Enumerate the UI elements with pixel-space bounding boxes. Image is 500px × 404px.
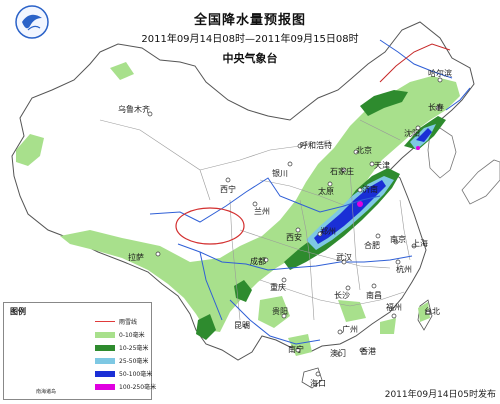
- city-label-xining: 西宁: [220, 185, 236, 194]
- rain-0-10mm-areas: [16, 62, 460, 356]
- city-label-fuzhou: 福州: [386, 303, 402, 312]
- city-label-xian: 西安: [286, 233, 302, 242]
- legend-swatch: [95, 344, 115, 351]
- city-label-changchun: 长春: [428, 103, 444, 112]
- city-label-tianjin: 天津: [374, 161, 390, 170]
- city-label-shanghai: 上海: [412, 239, 428, 248]
- legend-swatch: [95, 357, 115, 364]
- rain-100-250mm-areas: [357, 146, 420, 207]
- city-label-taibei: 台北: [424, 307, 440, 316]
- legend-label: 50-100毫米: [119, 371, 153, 378]
- city-label-lasa: 拉萨: [128, 253, 144, 262]
- city-label-zhengzhou: 郑州: [320, 227, 336, 236]
- legend-panel: 图例 雨雪线 0-10毫米 10-25毫米 25-50毫米 50-100毫米 1…: [3, 302, 156, 400]
- legend-label: 25-50毫米: [119, 358, 149, 365]
- legend-label: 雨雪线: [119, 319, 138, 326]
- legend-swatch: [95, 370, 115, 377]
- rain-snow-line: [175, 207, 245, 245]
- city-label-chengdu: 成都: [250, 257, 266, 266]
- legend-swatch-line: [95, 321, 115, 322]
- legend-label: 100-250毫米: [119, 384, 157, 391]
- legend-swatch: [95, 383, 115, 390]
- city-label-haikou: 海口: [310, 379, 326, 388]
- city-label-chongqing: 重庆: [270, 283, 286, 292]
- city-label-haerbin: 哈尔滨: [428, 69, 452, 78]
- city-label-nanchang: 南昌: [366, 291, 382, 300]
- city-label-nanjing: 南京: [390, 235, 406, 244]
- korea-peninsula: [427, 127, 457, 179]
- issued-time: 2011年09月14日05时发布: [384, 390, 496, 400]
- province-borders: [99, 119, 411, 321]
- legend-item-10-25mm: 10-25毫米: [95, 343, 148, 352]
- cma-logo: [15, 5, 49, 39]
- legend-item-rain-snow-line: 雨雪线: [95, 317, 137, 326]
- inset-caption: 南海诸岛: [36, 389, 57, 395]
- city-label-wuhan: 武汉: [336, 253, 352, 262]
- city-label-nanning: 南宁: [288, 345, 304, 354]
- city-label-changsha: 长沙: [334, 291, 350, 300]
- legend-item-100-250mm: 100-250毫米: [95, 382, 156, 391]
- city-label-jinan: 济南: [362, 185, 378, 194]
- legend-item-25-50mm: 25-50毫米: [95, 356, 148, 365]
- city-label-hangzhou: 杭州: [396, 265, 412, 274]
- legend-item-0-10mm: 0-10毫米: [95, 330, 145, 339]
- rain-50-100mm-areas: [314, 128, 432, 244]
- city-label-guangzhou: 广州: [342, 325, 358, 334]
- city-label-aomen: 澳门: [330, 349, 346, 358]
- city-label-hefei: 合肥: [364, 241, 380, 250]
- legend-title: 图例: [10, 307, 26, 316]
- legend-label: 0-10毫米: [119, 332, 145, 339]
- city-label-yinchuan: 银川: [272, 169, 288, 178]
- legend-swatch: [95, 331, 115, 338]
- city-label-lanzhou: 兰州: [254, 207, 270, 216]
- city-label-huhehaote: 呼和浩特: [300, 141, 332, 150]
- city-label-shijiazhuang: 石家庄: [330, 167, 354, 176]
- japan-island: [461, 159, 500, 205]
- northeast-border-line: [379, 43, 451, 83]
- city-label-taiyuan: 太原: [318, 187, 334, 196]
- city-label-shenyang: 沈阳: [404, 129, 420, 138]
- legend-label: 10-25毫米: [119, 345, 149, 352]
- agency-name: 中央气象台: [222, 52, 278, 65]
- city-label-kunming: 昆明: [234, 321, 250, 330]
- map-title: 全国降水量预报图: [193, 13, 306, 28]
- rivers: [149, 39, 471, 345]
- forecast-period: 2011年09月14日08时—2011年09月15日08时: [141, 34, 359, 45]
- city-label-wulumuqi: 乌鲁木齐: [118, 105, 150, 114]
- city-label-guiyang: 贵阳: [272, 307, 288, 316]
- legend-item-50-100mm: 50-100毫米: [95, 369, 152, 378]
- city-markers: [147, 77, 443, 377]
- city-label-beijing: 北京: [356, 146, 372, 155]
- city-label-xianggang: 香港: [360, 347, 376, 356]
